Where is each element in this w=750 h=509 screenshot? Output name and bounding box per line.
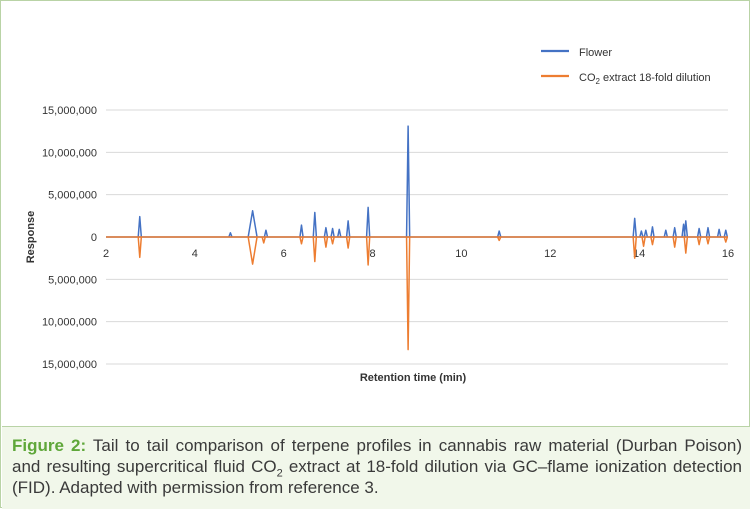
x-tick-label: 4 [192, 248, 198, 260]
y-tick-label: 5,000,000 [48, 190, 97, 202]
x-tick-label: 12 [544, 248, 556, 260]
peak [705, 236, 711, 245]
peak [723, 236, 729, 243]
peak [365, 206, 371, 238]
caption-label: Figure 2: [12, 436, 87, 455]
peak [696, 236, 702, 246]
series-flower [106, 125, 729, 238]
peak [365, 236, 371, 266]
peak [683, 220, 689, 238]
peak [299, 224, 304, 238]
peak [137, 215, 143, 238]
peak [263, 229, 269, 238]
x-tick-label: 16 [722, 248, 734, 260]
chart-svg: 15,000,000 10,000,000 5,000,000 0 5,000,000 1… [25, 47, 734, 384]
peak [323, 226, 329, 238]
peak [345, 220, 351, 238]
x-tick-labels: 2 4 6 8 10 12 14 16 [103, 248, 734, 260]
caption-subscript: 2 [276, 467, 283, 480]
peak [650, 226, 655, 238]
peak [228, 232, 233, 238]
peak [312, 236, 318, 263]
peak [405, 125, 411, 238]
x-axis-label: Retention time (min) [360, 372, 467, 384]
peak [345, 236, 351, 249]
legend: Flower CO2 extract 18-fold dilution [541, 47, 711, 86]
chart: 15,000,000 10,000,000 5,000,000 0 5,000,000 1… [1, 1, 750, 426]
peak [496, 236, 502, 242]
figure-caption: Figure 2: Tail to tail comparison of ter… [12, 435, 742, 498]
peak [261, 236, 267, 244]
peak [683, 236, 689, 254]
y-tick-labels: 15,000,000 10,000,000 5,000,000 0 5,000,000 1… [42, 105, 97, 371]
gridlines [106, 109, 728, 365]
peak [672, 226, 677, 238]
peak [299, 236, 304, 245]
y-tick-label: 5,000,000 [48, 274, 97, 286]
y-tick-label: 10,000,000 [42, 147, 97, 159]
peak [723, 229, 729, 238]
caption-text-1: Tail to tail comparison of terpene profi… [12, 436, 742, 476]
y-axis-label: Response [25, 211, 37, 264]
peak [641, 236, 646, 248]
peak [632, 236, 638, 259]
peak [496, 230, 502, 238]
y-tick-label: 10,000,000 [42, 317, 97, 329]
x-tick-label: 10 [455, 248, 467, 260]
peak [716, 228, 722, 238]
peak [323, 236, 329, 248]
peak [247, 210, 258, 238]
peak [405, 236, 411, 351]
y-tick-label: 15,000,000 [42, 105, 97, 117]
x-tick-label: 8 [370, 248, 376, 260]
peak [336, 228, 342, 238]
peak [330, 227, 335, 238]
peak [632, 217, 638, 238]
x-tick-label: 6 [281, 248, 287, 260]
y-tick-label: 15,000,000 [42, 359, 97, 371]
x-tick-label: 2 [103, 248, 109, 260]
caption-text-2: extract at 18-fold dilution via GC–flame… [12, 457, 742, 497]
peak [663, 229, 669, 238]
peak [696, 227, 702, 238]
peak [330, 236, 335, 245]
x-tick-label: 14 [633, 248, 645, 260]
peak [247, 236, 258, 265]
series-co2-extract [106, 236, 729, 351]
series-group [106, 125, 729, 351]
peak [672, 236, 677, 248]
caption-box: Figure 2: Tail to tail comparison of ter… [2, 426, 750, 509]
peak [705, 226, 711, 238]
peak [639, 230, 644, 238]
y-tick-label: 0 [91, 232, 97, 244]
peak [137, 236, 143, 259]
peak [312, 211, 318, 238]
legend-co2-label: CO2 extract 18-fold dilution [579, 72, 711, 86]
peak [643, 229, 649, 238]
legend-flower-label: Flower [579, 47, 612, 59]
peak [650, 236, 655, 246]
